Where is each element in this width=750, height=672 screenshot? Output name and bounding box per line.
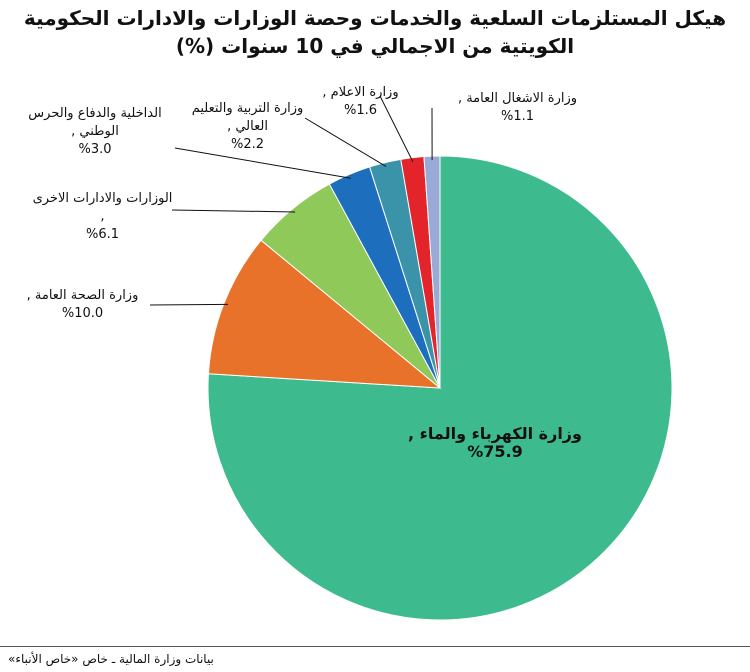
leader-line [171, 209, 296, 213]
slice-name: الداخلية والدفاع والحرس الوطني , [28, 106, 162, 139]
leader-line [379, 95, 414, 162]
leader-line [174, 147, 351, 179]
slice-name: وزارة الاشغال العامة , [457, 91, 578, 106]
slice-value-label: %75.9 [467, 442, 523, 461]
slice-name: وزارة الصحة العامة , [26, 288, 139, 303]
pie-slice [207, 239, 442, 389]
leader-line [149, 303, 228, 306]
slice-label: وزارة التربية والتعليم العالي , %2.2 [180, 100, 315, 154]
slice-value-label: %3.0 [78, 142, 112, 157]
slice-label: وزارة الصحة العامة , %10.0 [10, 287, 155, 323]
slice-label: الداخلية والدفاع والحرس الوطني , %3.0 [15, 105, 175, 159]
slice-name: وزارة الكهرباء والماء , [408, 424, 582, 443]
slice-value-label: %2.2 [230, 137, 265, 152]
slice-value-label: %1.6 [343, 103, 378, 118]
divider [0, 646, 750, 647]
leader-line [304, 117, 387, 167]
slice-label: وزارة الاعلام , %1.6 [318, 84, 403, 120]
source: بيانات وزارة المالية ـ خاص «خاص الأنباء» [8, 652, 214, 666]
slice-value-label: %6.1 [85, 227, 120, 242]
slice-value-label: %10.0 [61, 306, 104, 321]
slice-name: الوزارات والادارات الاخرى , [32, 191, 173, 224]
slice-label: وزارة الاشغال العامة , %1.1 [430, 90, 605, 126]
slice-label: الوزارات والادارات الاخرى , %6.1 [30, 190, 175, 244]
slice-name: وزارة التربية والتعليم العالي , [191, 101, 304, 134]
slice-value-label: %1.1 [500, 109, 535, 124]
slice-name: وزارة الاعلام , [322, 85, 399, 100]
slice-label: وزارة الكهرباء والماء , %75.9 [400, 425, 590, 461]
chart-title: هيكل المستلزمات السلعية والخدمات وحصة ال… [23, 6, 727, 58]
